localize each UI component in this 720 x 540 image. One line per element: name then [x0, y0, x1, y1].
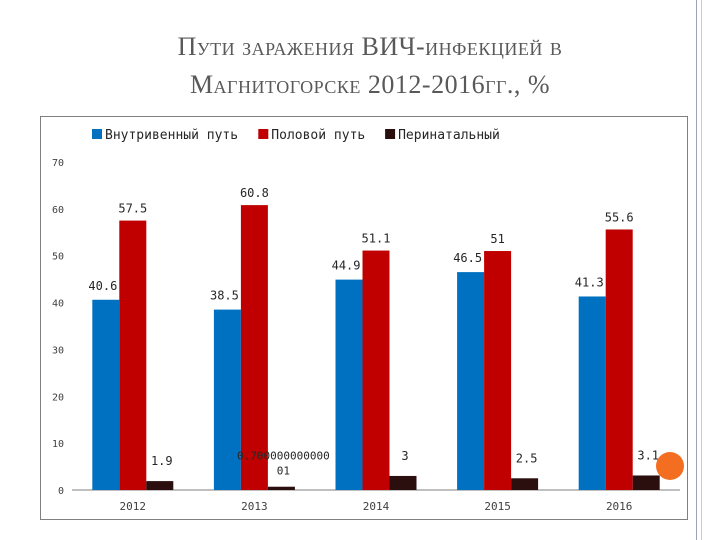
legend-swatch — [258, 129, 269, 139]
orange-circle-decoration — [656, 452, 684, 480]
data-label: 51.1 — [362, 232, 391, 246]
data-label: 38.5 — [210, 289, 239, 303]
y-tick-label: 40 — [52, 299, 64, 310]
data-label: 01 — [277, 465, 290, 478]
y-tick-label: 10 — [52, 439, 64, 450]
bar-sexual-2015 — [484, 251, 512, 490]
legend-label: Внутривенный путь — [105, 128, 238, 143]
data-label: 44.9 — [332, 259, 361, 273]
x-tick-label: 2016 — [606, 500, 633, 513]
data-label: 2.5 — [516, 451, 538, 465]
decorative-vertical-line — [696, 0, 697, 540]
bar-perinatal-2016 — [632, 475, 660, 490]
data-label: 57.5 — [118, 202, 147, 216]
title-line-2: Магнитогорске 2012-2016гг., % — [189, 70, 551, 99]
bar-sexual-2016 — [605, 229, 633, 490]
legend-swatch — [92, 129, 102, 139]
data-label: 0.700000000000 — [237, 450, 330, 463]
y-tick-label: 30 — [52, 345, 64, 356]
y-tick-label: 0 — [58, 486, 64, 497]
legend-label: Перинатальный — [398, 128, 500, 143]
data-label: 60.8 — [240, 186, 269, 200]
bar-iv-2014 — [335, 279, 363, 490]
bar-iv-2016 — [578, 296, 606, 490]
y-tick-label: 50 — [52, 252, 64, 263]
bar-iv-2012 — [92, 299, 120, 490]
page-title: Пути заражения ВИЧ-инфекцией в Магнитого… — [60, 28, 680, 104]
y-tick-label: 60 — [52, 205, 64, 216]
bar-perinatal-2014 — [389, 475, 417, 490]
bar-iv-2015 — [457, 272, 485, 490]
bar-perinatal-2013 — [267, 486, 295, 490]
bar-sexual-2012 — [119, 220, 147, 491]
data-label: 55.6 — [605, 210, 634, 224]
bar-sexual-2014 — [362, 250, 390, 490]
y-tick-label: 70 — [52, 158, 64, 169]
x-tick-label: 2015 — [484, 500, 511, 513]
bar-perinatal-2012 — [146, 481, 174, 490]
bar-sexual-2013 — [240, 205, 268, 490]
y-tick-label: 20 — [52, 392, 64, 403]
bar-perinatal-2015 — [511, 478, 539, 490]
legend-swatch — [385, 129, 396, 139]
x-tick-label: 2014 — [363, 500, 390, 513]
data-label: 41.3 — [575, 275, 604, 289]
data-label: 1.9 — [151, 454, 173, 468]
legend-label: Половой путь — [271, 128, 365, 143]
data-label: 40.6 — [88, 279, 117, 293]
data-label: 46.5 — [453, 251, 482, 265]
bar-iv-2013 — [213, 309, 241, 490]
title-line-1: Пути заражения ВИЧ-инфекцией в — [177, 32, 563, 61]
decorative-vertical-line-secondary — [701, 0, 702, 540]
data-label: 3.1 — [637, 448, 659, 462]
x-tick-label: 2013 — [241, 500, 268, 513]
data-label: 3 — [401, 449, 408, 463]
data-label: 51 — [490, 232, 504, 246]
x-tick-label: 2012 — [120, 500, 147, 513]
